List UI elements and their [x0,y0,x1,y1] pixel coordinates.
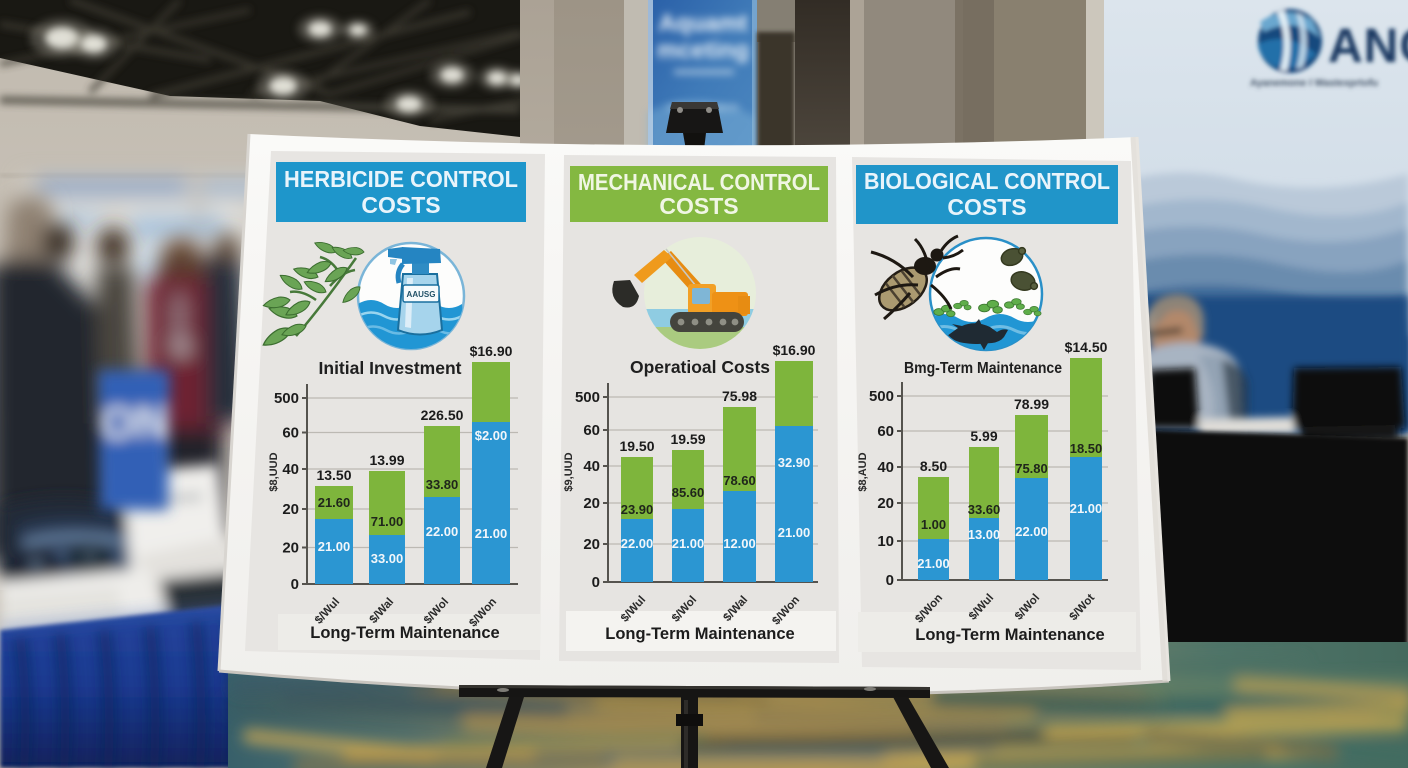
svg-text:40: 40 [877,459,894,476]
svg-text:18.50: 18.50 [1070,441,1103,456]
svg-text:10: 10 [877,533,894,550]
svg-text:21.00: 21.00 [672,536,705,551]
svg-text:60: 60 [583,422,600,439]
svg-text:0: 0 [291,576,299,593]
svg-text:1.00: 1.00 [921,517,946,532]
svg-text:60: 60 [877,423,894,440]
svg-text:33.80: 33.80 [426,477,459,492]
svg-text:AAUSG: AAUSG [407,290,436,299]
svg-text:20: 20 [282,540,299,557]
svg-text:19.50: 19.50 [619,438,654,454]
svg-text:40: 40 [282,461,299,478]
svg-text:20: 20 [877,495,894,512]
svg-text:21.00: 21.00 [778,525,811,540]
svg-text:71.00: 71.00 [371,514,404,529]
svg-text:23.90: 23.90 [621,502,654,517]
svg-text:85.60: 85.60 [672,485,705,500]
svg-text:BIOLOGICAL CONTROL: BIOLOGICAL CONTROL [864,168,1110,194]
svg-text:13.00: 13.00 [968,527,1001,542]
svg-text:COSTS: COSTS [947,194,1026,220]
svg-text:22.00: 22.00 [1015,524,1048,539]
svg-text:20: 20 [583,536,600,553]
svg-text:33.60: 33.60 [968,502,1001,517]
svg-text:33.00: 33.00 [371,551,404,566]
svg-text:500: 500 [274,390,299,407]
svg-text:78.99: 78.99 [1014,396,1049,412]
svg-text:COSTS: COSTS [361,192,440,218]
svg-text:Ayanemone I Wastexprtofu: Ayanemone I Wastexprtofu [1250,78,1378,89]
svg-text:ON: ON [99,395,170,449]
svg-text:75.98: 75.98 [722,388,757,404]
svg-text:mceting: mceting [657,37,749,64]
svg-text:20: 20 [282,501,299,518]
svg-text:$8,AUD: $8,AUD [857,452,869,491]
svg-text:32.90: 32.90 [778,455,811,470]
svg-text:13.50: 13.50 [316,467,351,483]
svg-text:$16.90: $16.90 [470,343,513,359]
svg-text:21.60: 21.60 [318,495,351,510]
svg-text:21.00: 21.00 [318,539,351,554]
svg-text:60: 60 [282,425,299,442]
svg-text:$8,UUD: $8,UUD [268,452,280,491]
svg-text:19.59: 19.59 [670,431,705,447]
svg-text:5.99: 5.99 [970,428,997,444]
svg-text:$9,UUD: $9,UUD [563,452,575,491]
svg-text:75.80: 75.80 [1015,461,1048,476]
svg-text:78.60: 78.60 [723,473,756,488]
svg-text:Initial Investment: Initial Investment [319,358,462,378]
svg-text:21.00: 21.00 [475,526,508,541]
svg-text:Aquamt: Aquamt [658,10,747,37]
svg-text:ANC: ANC [1328,20,1408,73]
svg-text:21.00: 21.00 [917,556,950,571]
svg-text:Operatioal Costs: Operatioal Costs [630,357,770,377]
svg-text:$2.00: $2.00 [475,428,508,443]
svg-text:Long-Term Maintenance: Long-Term Maintenance [605,625,794,643]
svg-text:20: 20 [583,495,600,512]
svg-text:226.50: 226.50 [421,407,464,423]
svg-text:500: 500 [869,388,894,405]
svg-text:MECHANICAL CONTROL: MECHANICAL CONTROL [578,169,820,195]
svg-text:Long-Term Maintenance: Long-Term Maintenance [310,624,499,642]
svg-text:$14.50: $14.50 [1065,339,1108,355]
svg-text:Bmg-Term Maintenance: Bmg-Term Maintenance [904,360,1062,377]
svg-text:$16.90: $16.90 [773,342,816,358]
svg-text:0: 0 [886,572,894,589]
svg-text:12.00: 12.00 [723,536,756,551]
svg-text:13.99: 13.99 [369,452,404,468]
svg-text:COSTS: COSTS [659,193,738,219]
svg-text:0: 0 [592,574,600,591]
svg-text:500: 500 [575,389,600,406]
svg-text:21.00: 21.00 [1070,501,1103,516]
svg-text:HERBICIDE CONTROL: HERBICIDE CONTROL [284,166,518,192]
svg-text:22.00: 22.00 [426,524,459,539]
svg-text:8.50: 8.50 [920,458,947,474]
svg-text:22.00: 22.00 [621,536,654,551]
svg-text:Long-Term Maintenance: Long-Term Maintenance [915,626,1104,644]
svg-text:40: 40 [583,458,600,475]
